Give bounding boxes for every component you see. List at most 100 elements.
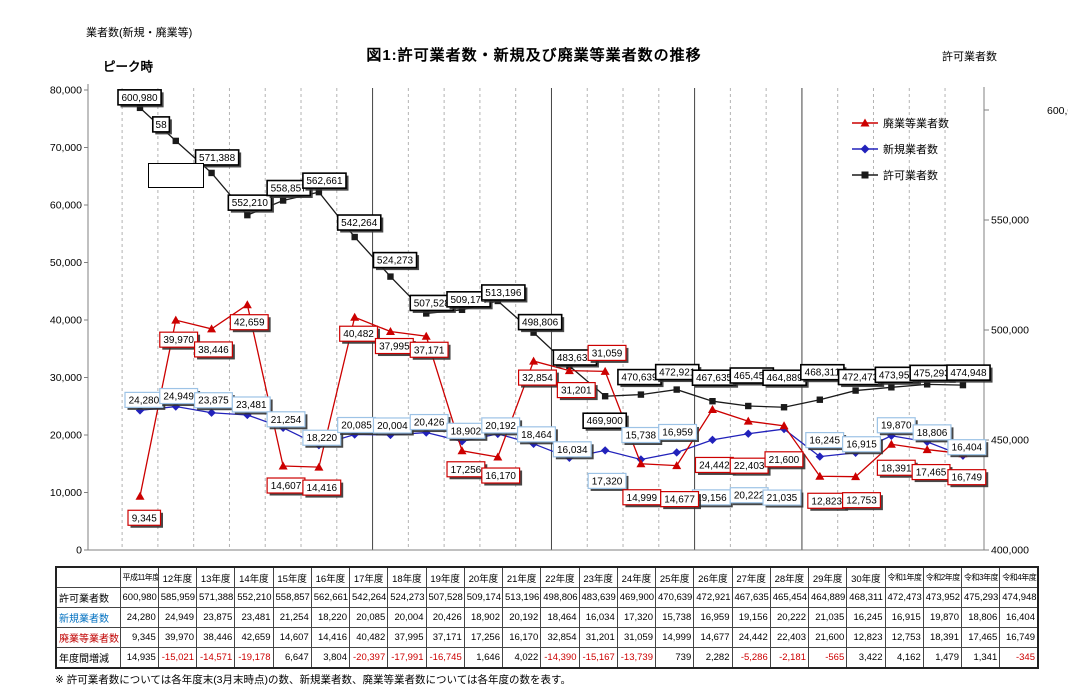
table-corner-cell [55, 566, 121, 588]
data-table: 平成11年度 12年度 13年度 14年度 15年度 16年度 17年度 18年度 19年度 20… [55, 566, 1039, 669]
svg-text:472,473: 472,473 [842, 373, 879, 384]
table-cell: 509,174 [463, 587, 504, 608]
table-cell: 16,404 [999, 607, 1039, 628]
table-row-label: 新規業者数 [55, 607, 121, 628]
table-cell: 472,473 [884, 587, 924, 608]
table-cell: 18,806 [960, 607, 1001, 628]
table-cell: 18,464 [540, 607, 580, 628]
table-cell: 3,422 [846, 647, 886, 669]
svg-text:20,085: 20,085 [341, 421, 372, 432]
table-row: 許可業者数 600,980 585,959 571,388 552,210 558,857… [55, 587, 1039, 608]
legend-label: 許可業者数 [883, 170, 938, 182]
table-row-label: 許可業者数 [55, 587, 121, 608]
table-cell: -5,286 [731, 647, 771, 669]
table-header-cell: 平成11年度 [119, 566, 159, 588]
table-cell: 1,646 [463, 647, 504, 669]
svg-text:16,034: 16,034 [557, 445, 588, 456]
table-header-cell: 令和1年度 [884, 566, 924, 588]
svg-text:40,000: 40,000 [50, 315, 82, 327]
table-cell: 24,280 [119, 607, 159, 628]
table-cell: 1,341 [960, 647, 1001, 669]
table-cell: 472,921 [693, 587, 733, 608]
table-cell: 14,416 [310, 627, 351, 648]
right-axis-top-label-clipped: 600,000 [1047, 105, 1068, 117]
table-cell: 12,823 [846, 627, 886, 648]
diamond-marker-icon [852, 144, 878, 154]
table-cell: 469,900 [616, 587, 657, 608]
svg-text:16,749: 16,749 [952, 473, 983, 484]
table-header-cell: 14年度 [234, 566, 274, 588]
table-cell: -2,181 [769, 647, 810, 669]
svg-text:552,210: 552,210 [232, 198, 269, 209]
svg-text:14,607: 14,607 [271, 481, 302, 492]
table-cell: -15,167 [578, 647, 618, 669]
table-cell: 40,482 [348, 627, 389, 648]
table-cell: 19,156 [731, 607, 771, 628]
svg-text:16,404: 16,404 [952, 443, 983, 454]
table-header-cell: 13年度 [195, 566, 236, 588]
table-header-cell: 27年度 [731, 566, 771, 588]
svg-text:474,948: 474,948 [950, 368, 987, 379]
table-cell: 16,959 [693, 607, 733, 628]
table-cell: 32,854 [540, 627, 580, 648]
svg-text:24,442: 24,442 [699, 460, 730, 471]
table-cell: 19,870 [922, 607, 963, 628]
svg-text:31,059: 31,059 [592, 348, 623, 359]
series-labels-new: 24,280 24,949 23,875 23,48121,25418,22020,0… [124, 387, 989, 508]
svg-text:24,949: 24,949 [163, 392, 194, 403]
svg-text:14,677: 14,677 [664, 495, 695, 506]
table-header-cell: 23年度 [578, 566, 618, 588]
svg-text:472,921: 472,921 [659, 368, 696, 379]
table-header-cell: 18年度 [387, 566, 427, 588]
table-header-cell: 30年度 [846, 566, 886, 588]
svg-text:37,171: 37,171 [414, 345, 445, 356]
table-cell: 20,426 [425, 607, 465, 628]
svg-text:37,995: 37,995 [379, 342, 410, 353]
svg-text:18,464: 18,464 [521, 430, 552, 441]
svg-text:16,915: 16,915 [846, 440, 877, 451]
table-cell: 507,528 [425, 587, 465, 608]
svg-text:22,403: 22,403 [734, 461, 765, 472]
table-cell: -17,991 [387, 647, 427, 669]
table-cell: 552,210 [234, 587, 274, 608]
table-header-cell: 令和4年度 [999, 566, 1039, 588]
svg-text:0: 0 [76, 545, 82, 557]
svg-text:14,416: 14,416 [307, 483, 338, 494]
svg-text:20,222: 20,222 [734, 491, 765, 502]
table-cell: -19,178 [234, 647, 274, 669]
table-cell: 24,442 [731, 627, 771, 648]
svg-text:17,256: 17,256 [451, 465, 482, 476]
table-header-cell: 令和2年度 [922, 566, 963, 588]
svg-text:542,264: 542,264 [341, 218, 378, 229]
table-header-cell: 29年度 [807, 566, 848, 588]
svg-text:39,970: 39,970 [163, 335, 194, 346]
table-cell: -345 [999, 647, 1039, 669]
right-axis-title: 許可業者数 [942, 51, 997, 63]
table-cell: 513,196 [501, 587, 542, 608]
svg-text:70,000: 70,000 [50, 142, 82, 154]
table-header-cell: 15年度 [272, 566, 312, 588]
table-cell: 6,647 [272, 647, 312, 669]
trend-chart: 0 10,000 20,000 30,000 40,000 50,000 60,000 70,… [50, 84, 1068, 557]
svg-text:19,870: 19,870 [881, 421, 912, 432]
table-cell: 542,264 [348, 587, 389, 608]
table-cell: 22,403 [769, 627, 810, 648]
table-cell: 42,659 [234, 627, 274, 648]
svg-text:12,753: 12,753 [846, 496, 877, 507]
table-cell: 473,952 [922, 587, 963, 608]
svg-text:469,900: 469,900 [587, 416, 624, 427]
table-cell: 23,875 [195, 607, 236, 628]
table-cell: 18,902 [463, 607, 504, 628]
table-cell: 18,391 [922, 627, 963, 648]
peak-time-label: ピーク時 [103, 60, 154, 74]
svg-text:20,004: 20,004 [377, 421, 408, 432]
table-cell: 16,034 [578, 607, 618, 628]
table-cell: -20,397 [348, 647, 389, 669]
svg-text:507,528: 507,528 [414, 298, 451, 309]
table-cell: 14,607 [272, 627, 312, 648]
svg-text:9,345: 9,345 [132, 513, 157, 524]
table-cell: 21,254 [272, 607, 312, 628]
table-cell: 571,388 [195, 587, 236, 608]
triangle-marker-icon [852, 118, 878, 127]
